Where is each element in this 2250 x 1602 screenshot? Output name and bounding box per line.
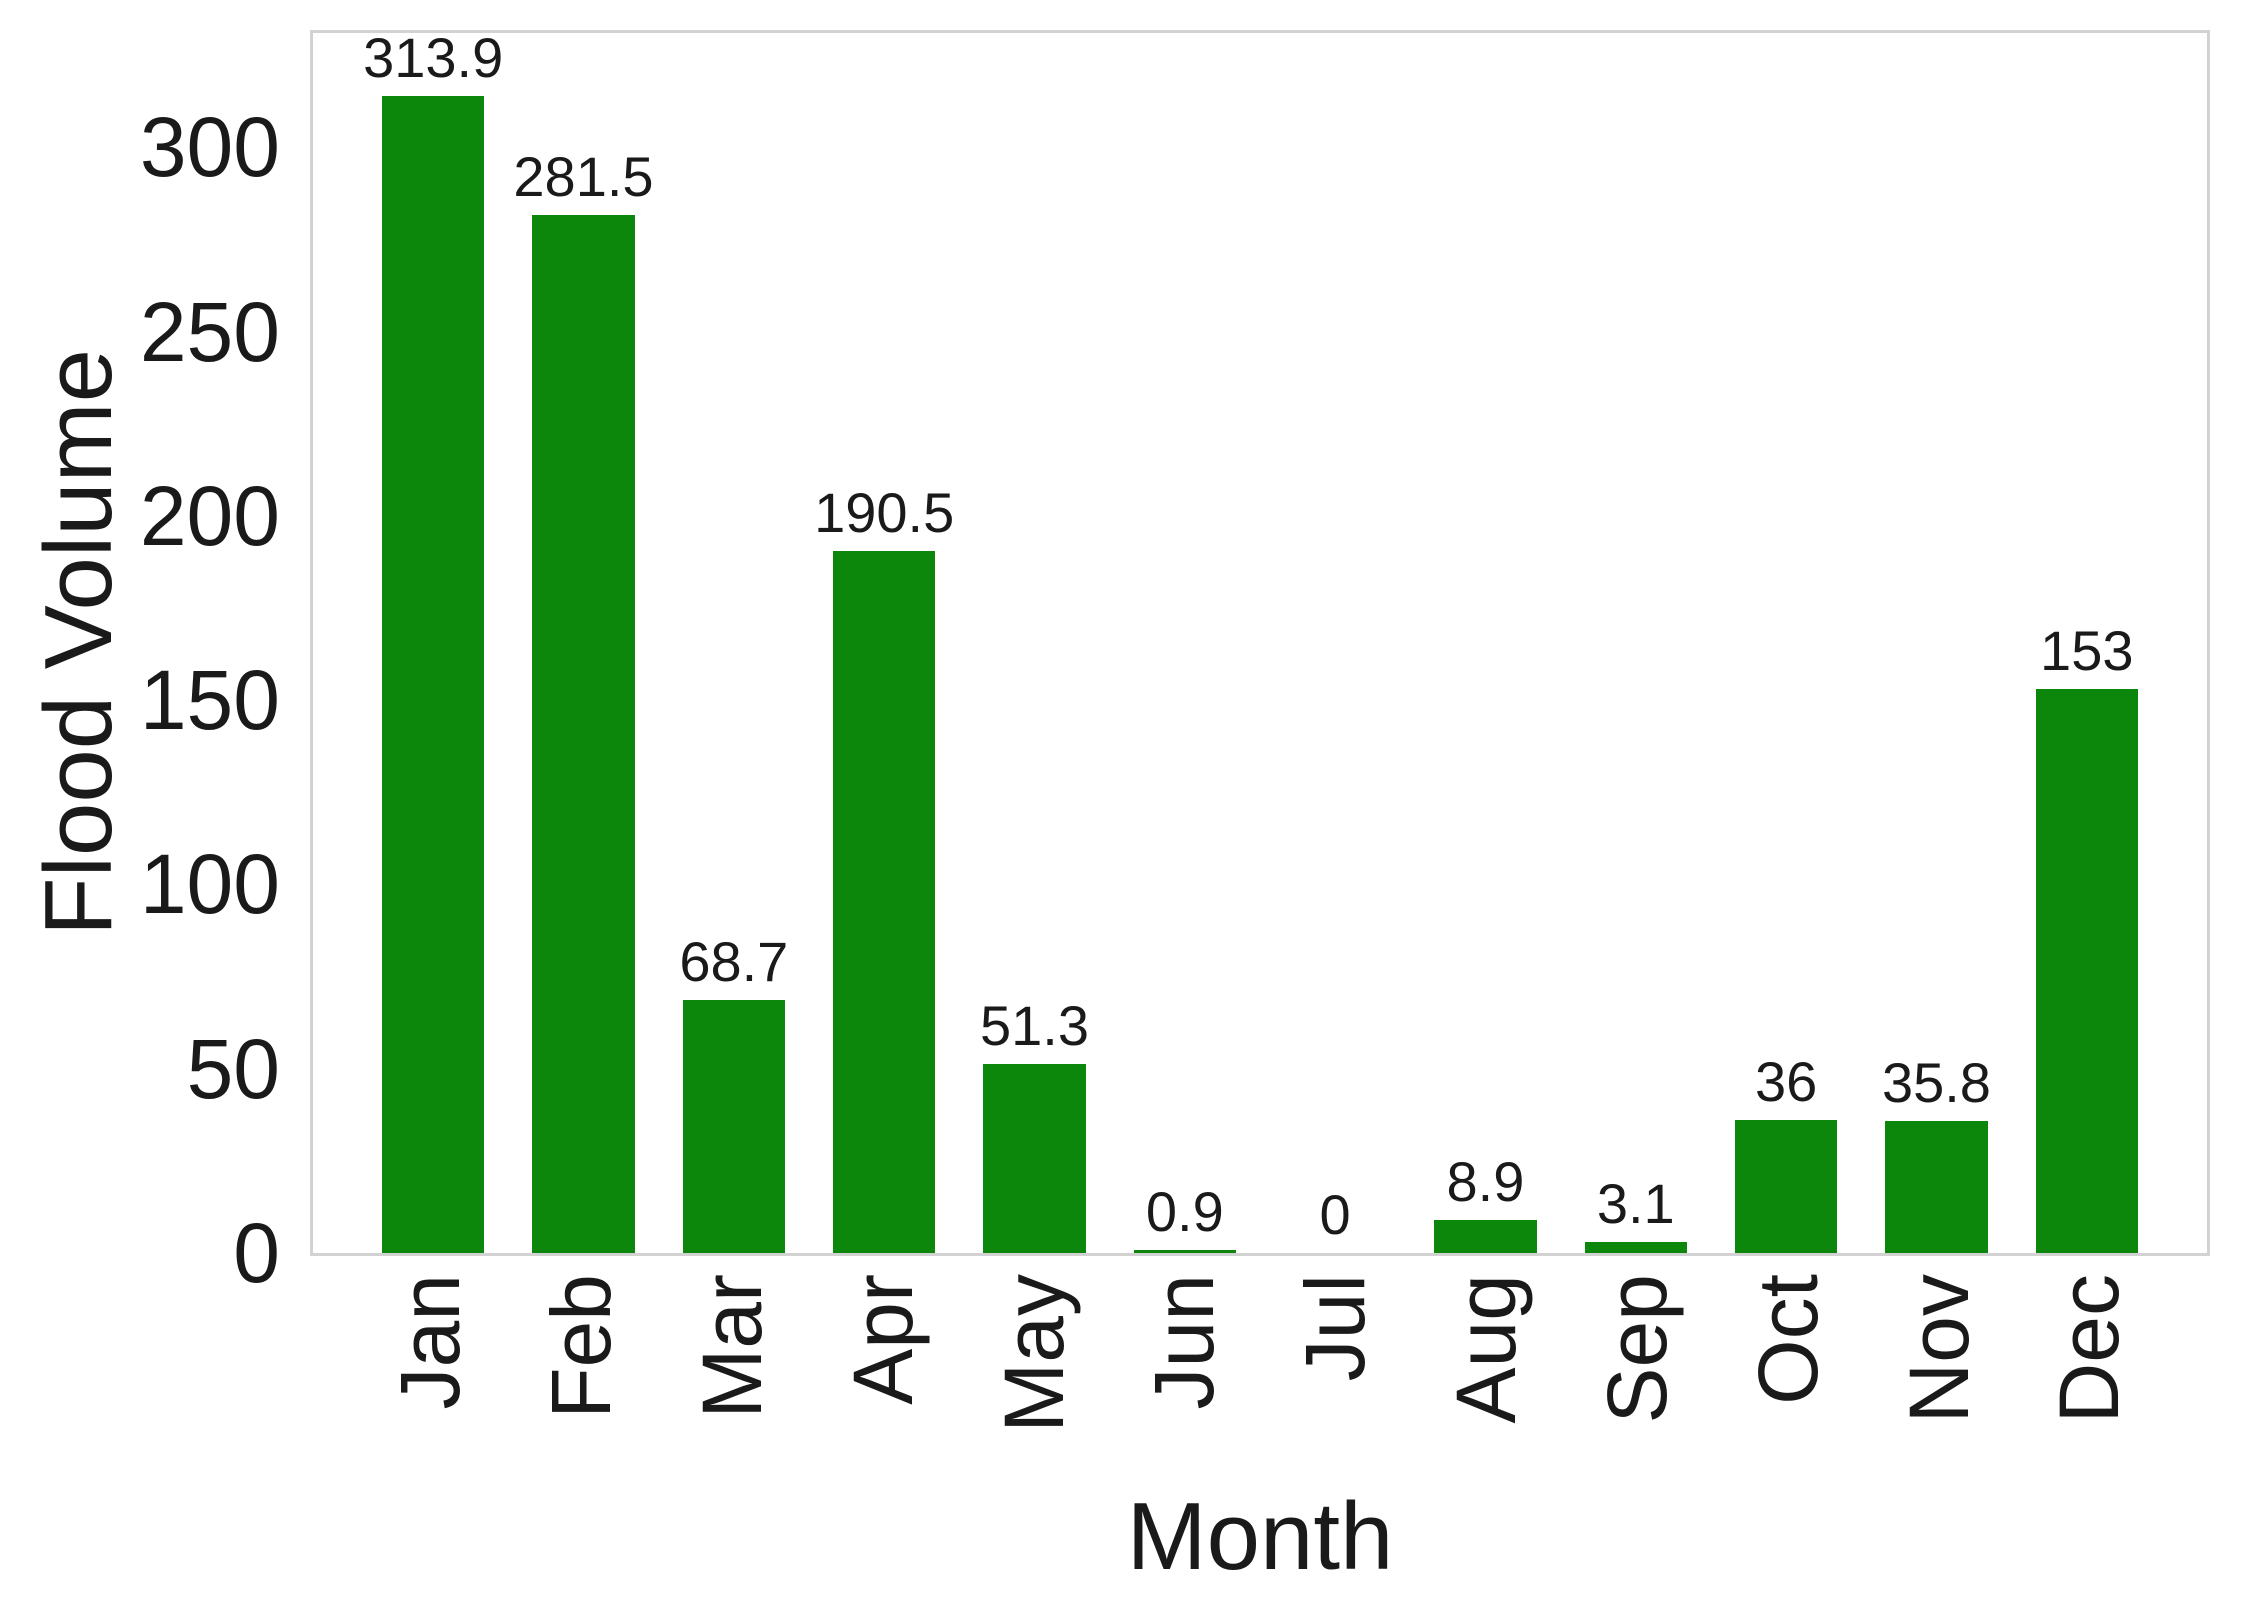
- x-tick-slot: Feb: [506, 1274, 657, 1433]
- bar-value-label: 3.1: [1596, 1171, 1675, 1235]
- bar: [1133, 1249, 1236, 1253]
- bar-value-label: 0.9: [1145, 1179, 1224, 1243]
- bar-value-label: 35.8: [1881, 1051, 1991, 1115]
- bar-value-label: 51.3: [979, 993, 1089, 1057]
- x-tick-label: Dec: [2042, 1274, 2137, 1424]
- bar-value-label: 36: [1754, 1050, 1818, 1114]
- x-tick-slot: Jul: [1260, 1274, 1411, 1433]
- x-tick-label: May: [986, 1274, 1081, 1433]
- x-tick-label: Jan: [383, 1274, 478, 1410]
- x-tick-slot: Mar: [657, 1274, 808, 1433]
- y-tick-label: 100: [139, 837, 280, 932]
- bar: [1584, 1241, 1687, 1253]
- x-tick-label: Mar: [684, 1274, 779, 1419]
- x-tick-slot: Nov: [1863, 1274, 2014, 1433]
- bar-slot: 68.7: [659, 33, 809, 1253]
- x-tick-slot: Aug: [1411, 1274, 1562, 1433]
- bar: [833, 550, 936, 1253]
- x-tick-slot: Dec: [2014, 1274, 2165, 1433]
- bar: [983, 1063, 1086, 1253]
- bar-slot: 153: [2012, 33, 2162, 1253]
- bar-slot: 8.9: [1410, 33, 1560, 1253]
- plot-area: 313.9 281.5 68.7 190.5 51.3 0.9 0 8.9 3.1 36 35.8 1…: [310, 28, 2210, 1256]
- bar-slot: 190.5: [809, 33, 959, 1253]
- bar: [682, 999, 785, 1253]
- bar: [1434, 1220, 1537, 1253]
- bar-value-label: 68.7: [679, 929, 789, 993]
- x-tick-label: Feb: [534, 1274, 629, 1419]
- y-tick-label: 200: [139, 468, 280, 563]
- y-tick-label: 250: [139, 284, 280, 379]
- bar-value-label: 153: [2040, 619, 2134, 683]
- bar-value-label: 8.9: [1446, 1150, 1525, 1214]
- y-tick-label: 150: [139, 653, 280, 748]
- bar-slot: 313.9: [358, 28, 508, 1253]
- bar-slot: 51.3: [959, 33, 1109, 1253]
- x-tick-label: Sep: [1589, 1274, 1684, 1424]
- bar-value-label: 281.5: [513, 145, 654, 209]
- bar-slot: 36: [1711, 33, 1861, 1253]
- bar: [532, 215, 635, 1253]
- bar-slot: 3.1: [1561, 33, 1711, 1253]
- x-tick-slot: Jun: [1109, 1274, 1260, 1433]
- bar: [1735, 1120, 1838, 1253]
- bar: [382, 96, 485, 1253]
- bar-slot: 0: [1260, 33, 1410, 1253]
- bar: [2035, 689, 2138, 1253]
- y-tick-label: 50: [186, 1021, 280, 1116]
- x-tick-label: Aug: [1439, 1274, 1534, 1424]
- x-axis-ticks: Jan Feb Mar Apr May Jun Jul Aug Sep Oct Nov Dec: [310, 1274, 2210, 1433]
- y-tick-label: 300: [139, 100, 280, 195]
- x-tick-label: Nov: [1891, 1274, 1986, 1424]
- x-tick-label: Oct: [1740, 1274, 1835, 1405]
- bar-slot: 281.5: [508, 33, 658, 1253]
- x-tick-label: Apr: [835, 1274, 930, 1405]
- y-tick-label: 0: [233, 1206, 280, 1300]
- bar-value-label: 0: [1319, 1183, 1351, 1246]
- x-tick-slot: Apr: [807, 1274, 958, 1433]
- x-tick-slot: May: [958, 1274, 1109, 1433]
- bar-slot: 0.9: [1110, 33, 1260, 1253]
- bar-value-label: 190.5: [814, 480, 955, 544]
- bar-value-label: 313.9: [363, 26, 504, 90]
- x-tick-label: Jul: [1288, 1274, 1383, 1382]
- bar-slot: 35.8: [1861, 33, 2011, 1253]
- bar: [1885, 1121, 1988, 1253]
- bars-row: 313.9 281.5 68.7 190.5 51.3 0.9 0 8.9 3.1 36 35.8 1…: [313, 28, 2207, 1253]
- x-tick-slot: Sep: [1562, 1274, 1713, 1433]
- y-axis-ticks: 0 50 100 150 200 250 300: [0, 0, 285, 1602]
- x-tick-label: Jun: [1137, 1274, 1232, 1410]
- x-axis-label: Month: [1126, 1483, 1394, 1590]
- x-tick-slot: Jan: [355, 1274, 506, 1433]
- x-tick-slot: Oct: [1712, 1274, 1863, 1433]
